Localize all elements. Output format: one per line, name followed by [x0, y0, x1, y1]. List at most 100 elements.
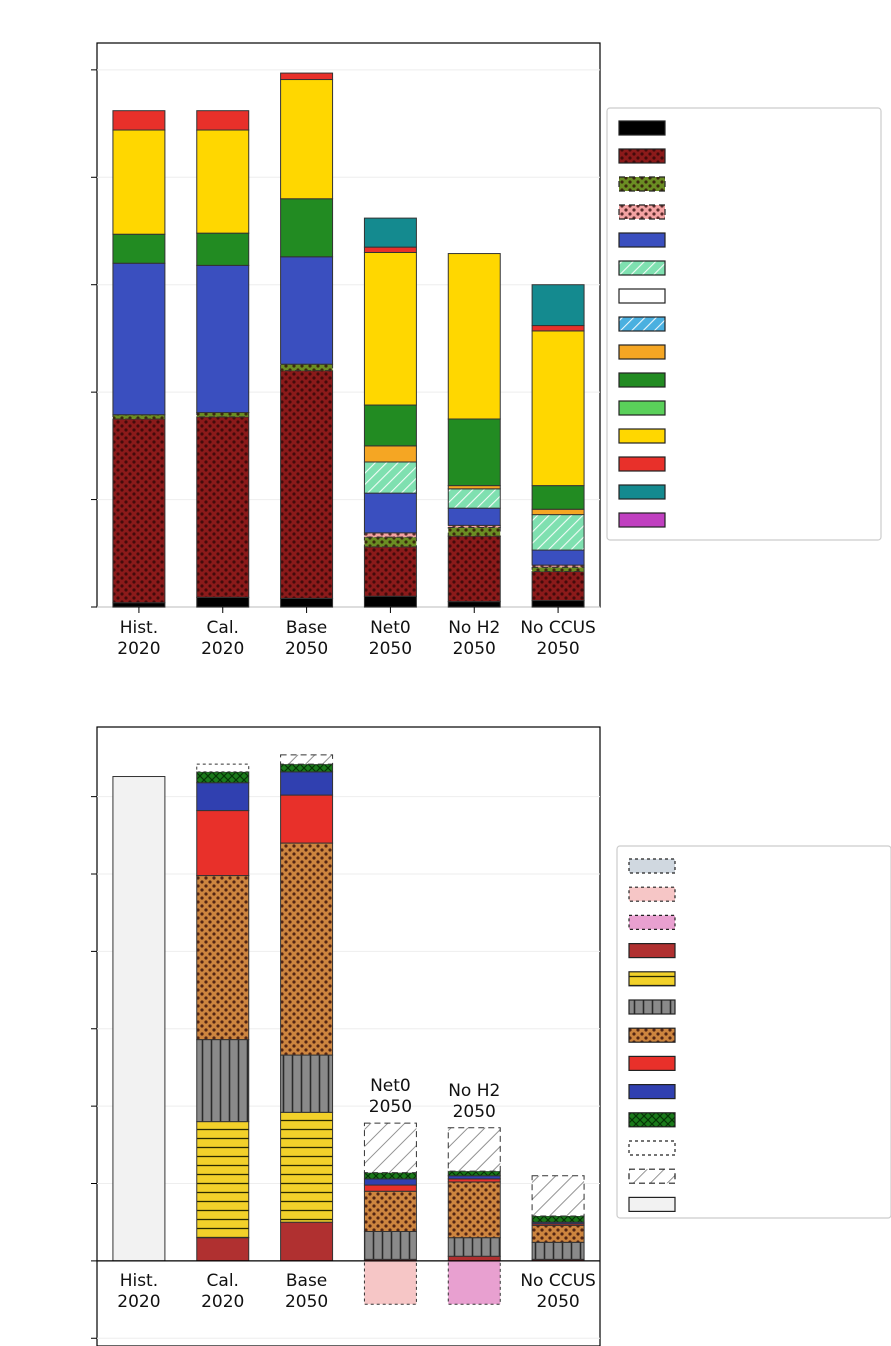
bar-segment — [196, 264, 250, 414]
bar-segment — [363, 546, 417, 597]
plot-frame — [96, 726, 601, 1346]
bar-segment — [112, 418, 166, 604]
legend-swatch — [618, 512, 666, 528]
bar-segment — [196, 875, 250, 1041]
bar-segment — [196, 1121, 250, 1239]
legend-swatch — [618, 456, 666, 472]
legend-swatch — [618, 344, 666, 360]
bar-segment — [531, 1241, 585, 1260]
bar-segment — [531, 485, 585, 510]
legend-swatch — [628, 914, 676, 931]
x-tick-label-line: No H2 — [448, 618, 500, 638]
x-tick-label: Cal. 2020 — [201, 1271, 244, 1312]
bar-segment — [447, 507, 501, 526]
x-tick-label-line: 2020 — [201, 1292, 244, 1312]
legend-swatch — [618, 372, 666, 388]
x-tick-label: Cal. 2020 — [201, 618, 244, 659]
bar-segment — [531, 514, 585, 551]
bar-segment — [447, 1237, 501, 1257]
x-tick-label-line: 2050 — [285, 639, 328, 659]
bar-segment — [363, 1190, 417, 1232]
legend-swatch — [628, 1196, 676, 1213]
bar-segment — [363, 251, 417, 406]
x-tick-label: Hist. 2020 — [117, 1271, 160, 1312]
x-tick-label-line: 2020 — [201, 639, 244, 659]
bar-segment — [196, 771, 250, 784]
bar-segment — [363, 1230, 417, 1260]
x-tick-label-line: 2020 — [117, 639, 160, 659]
x-tick-label: No H2 2050 — [448, 1081, 500, 1122]
x-tick-label: No CCUS 2050 — [520, 618, 596, 659]
bar-segment — [363, 1178, 417, 1186]
bar-segment — [447, 1255, 501, 1262]
bar-segment — [363, 1172, 417, 1180]
bar-segment — [196, 110, 250, 131]
bar-segment — [363, 595, 417, 608]
legend-swatch — [618, 232, 666, 248]
legend-swatch — [618, 484, 666, 500]
bar-segment — [196, 1039, 250, 1123]
bar-segment — [531, 1175, 585, 1217]
bar-segment — [280, 1054, 334, 1113]
x-tick-label-line: 2050 — [453, 1102, 496, 1122]
bar-segment — [363, 532, 417, 538]
x-tick-label-line: No CCUS — [520, 618, 596, 638]
bar-segment — [363, 246, 417, 253]
x-tick-label: Hist. 2020 — [117, 618, 160, 659]
x-tick-label-line: No H2 — [448, 1081, 500, 1101]
bar-segment — [280, 794, 334, 844]
legend-swatch — [628, 1027, 676, 1043]
legend-box — [616, 845, 891, 1219]
bar-segment — [531, 1215, 585, 1223]
bar-segment — [363, 1184, 417, 1192]
bar-segment — [112, 233, 166, 264]
legend-swatch — [628, 1083, 676, 1100]
bar-segment — [363, 404, 417, 447]
bar-segment — [280, 370, 334, 599]
x-tick-label: Net0 2050 — [369, 1076, 412, 1117]
x-tick-label-line: 2050 — [536, 1292, 579, 1312]
bar-segment — [447, 1260, 501, 1305]
bar-segment — [447, 527, 501, 537]
legend-swatch — [618, 260, 666, 276]
bar-segment — [280, 1221, 334, 1262]
bar-segment — [112, 602, 166, 608]
x-tick-label-line: 2050 — [369, 1097, 412, 1117]
x-tick-label-line: Hist. — [120, 618, 158, 638]
bar-segment — [196, 129, 250, 234]
bar-segment — [112, 414, 166, 420]
x-tick-label-line: Base — [286, 618, 327, 638]
x-tick-label: No H2 2050 — [448, 618, 500, 659]
legend-swatch — [618, 288, 666, 304]
legend-swatch — [628, 999, 676, 1015]
legend-swatch — [618, 120, 666, 136]
legend-swatch — [618, 428, 666, 444]
x-tick-label: Base 2050 — [285, 1271, 328, 1312]
bar-segment — [363, 536, 417, 548]
legend-box — [606, 107, 882, 541]
bar-segment — [447, 601, 501, 608]
x-tick-label-line: Net0 — [370, 618, 411, 638]
x-tick-label-line: Cal. — [207, 1271, 239, 1291]
legend-swatch — [618, 316, 666, 332]
x-tick-label-line: Cal. — [207, 618, 239, 638]
bar-segment — [196, 412, 250, 418]
bar-segment — [112, 110, 166, 131]
legend-swatch — [628, 1168, 676, 1184]
legend-swatch — [628, 1140, 676, 1156]
bar-segment — [531, 1224, 585, 1243]
x-tick-label-line: 2020 — [117, 1292, 160, 1312]
legend-swatch — [628, 1112, 676, 1128]
x-tick-label-line: 2050 — [285, 1292, 328, 1312]
bar-segment — [196, 596, 250, 608]
bar-segment — [531, 330, 585, 487]
bar-segment — [112, 129, 166, 235]
bar-segment — [280, 842, 334, 1056]
bar-segment — [280, 256, 334, 365]
x-tick-label-line: 2050 — [369, 639, 412, 659]
bar-segment — [280, 363, 334, 372]
legend-swatch — [628, 1055, 676, 1072]
